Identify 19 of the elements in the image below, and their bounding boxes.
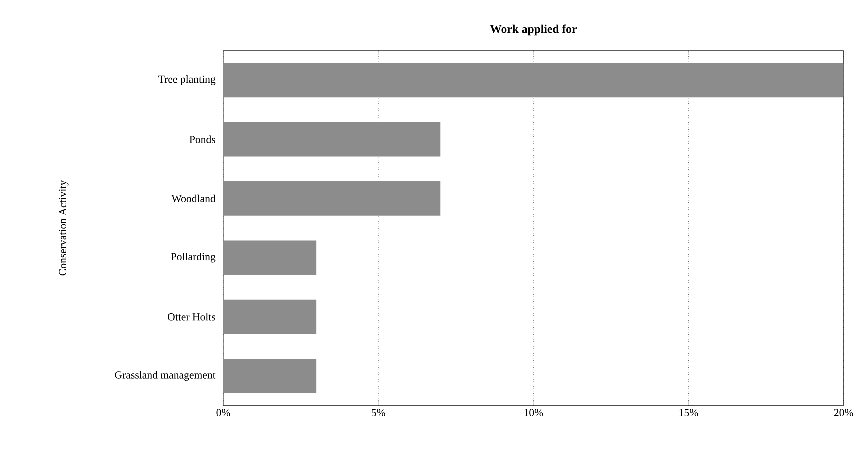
y-tick-label: Ponds	[190, 136, 216, 144]
y-axis-title: Conservation Activity	[59, 180, 69, 276]
y-tick-label: Pollarding	[171, 252, 216, 263]
bar	[224, 240, 317, 275]
x-tick-label: 5%	[372, 408, 386, 416]
bar	[224, 358, 317, 394]
y-tick-label: Grassland management	[115, 371, 216, 381]
chart-title: Work applied for	[490, 24, 577, 36]
y-tick-label: Otter Holts	[168, 312, 216, 321]
y-tick-label: Woodland	[172, 194, 216, 202]
y-tick-label: Tree planting	[158, 75, 216, 86]
bar	[224, 63, 844, 98]
bar	[224, 181, 441, 216]
x-tick-label: 15%	[680, 408, 698, 416]
x-tick-label: 10%	[524, 408, 544, 416]
x-tick-label: 0%	[216, 408, 230, 416]
bar	[224, 122, 441, 157]
bar	[224, 300, 317, 334]
x-tick-label: 20%	[834, 408, 854, 416]
